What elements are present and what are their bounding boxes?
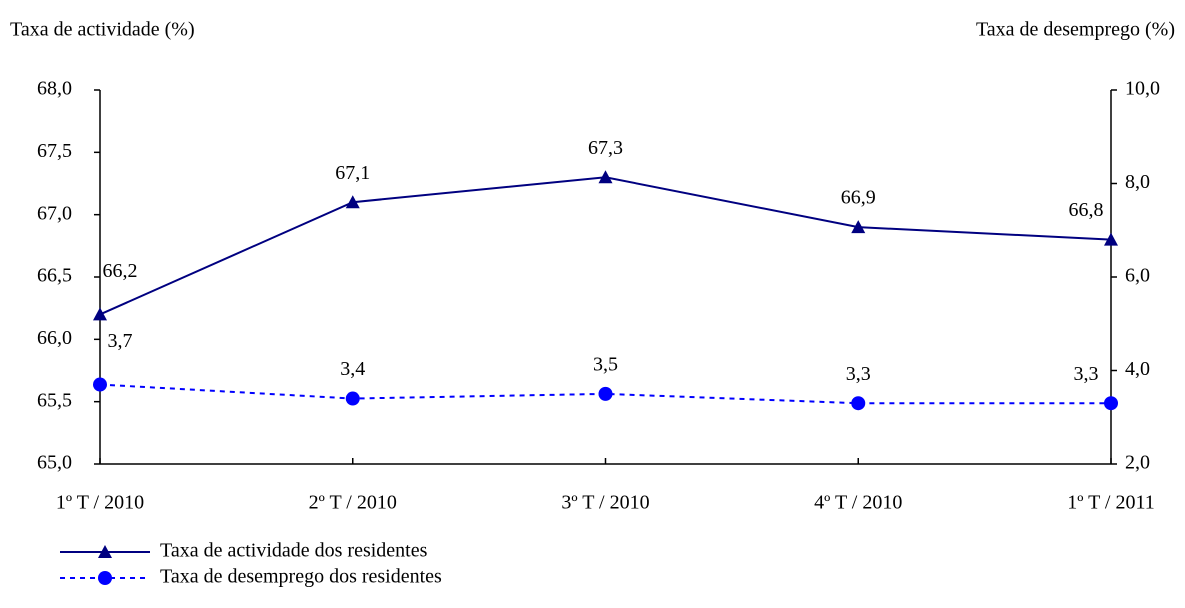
data-label: 3,3	[1074, 363, 1099, 385]
x-tick-label: 3º T / 2010	[561, 492, 649, 514]
marker	[93, 307, 107, 321]
marker	[1104, 396, 1118, 411]
y2-tick-label: 6,0	[1125, 265, 1150, 287]
marker	[851, 220, 866, 234]
marker	[98, 571, 112, 585]
y2-axis-title: Taxa de desemprego (%)	[976, 19, 1175, 41]
series-line	[99, 176, 1112, 316]
data-label: 3,5	[593, 353, 618, 375]
data-label: 66,9	[841, 187, 876, 209]
y2-tick-label: 10,0	[1125, 78, 1160, 100]
series-line	[99, 383, 1111, 405]
y2-tick-label: 8,0	[1125, 171, 1150, 193]
y-tick-label: 66,0	[37, 327, 72, 349]
y-tick-label: 67,5	[37, 140, 72, 162]
marker	[98, 545, 112, 558]
legend-label: Taxa de desemprego dos residentes	[160, 566, 442, 588]
data-label: 66,2	[103, 260, 138, 282]
y-tick-label: 65,0	[37, 452, 72, 474]
y2-tick-label: 4,0	[1125, 358, 1150, 380]
y-axis-title: Taxa de actividade (%)	[10, 19, 195, 41]
marker	[598, 170, 613, 184]
marker	[1104, 232, 1118, 246]
marker	[93, 377, 107, 392]
legend-label: Taxa de actividade dos residentes	[160, 540, 428, 562]
data-label: 66,8	[1069, 199, 1104, 221]
marker	[851, 396, 866, 411]
y-tick-label: 65,5	[37, 389, 72, 411]
marker	[598, 386, 613, 401]
data-label: 3,7	[108, 330, 133, 352]
y-tick-label: 68,0	[37, 78, 72, 100]
data-label: 3,4	[340, 358, 365, 380]
data-label: 3,3	[846, 363, 871, 385]
data-label: 67,3	[588, 137, 623, 159]
y2-tick-label: 2,0	[1125, 452, 1150, 474]
x-tick-label: 4º T / 2010	[814, 492, 902, 514]
x-tick-label: 1º T / 2011	[1067, 492, 1155, 514]
marker	[345, 391, 360, 406]
marker	[345, 195, 360, 209]
y-tick-label: 66,5	[37, 265, 72, 287]
x-tick-label: 2º T / 2010	[309, 492, 397, 514]
y-tick-label: 67,0	[37, 202, 72, 224]
data-label: 67,1	[335, 162, 370, 184]
x-tick-label: 1º T / 2010	[56, 492, 144, 514]
